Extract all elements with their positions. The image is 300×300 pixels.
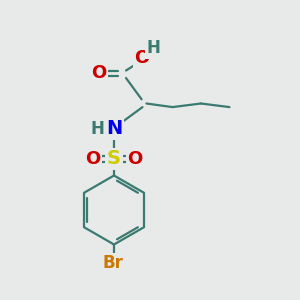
Text: S: S <box>107 149 121 169</box>
Text: O: O <box>128 150 142 168</box>
Text: N: N <box>106 119 122 139</box>
Text: H: H <box>146 39 160 57</box>
Text: O: O <box>85 150 100 168</box>
Text: Br: Br <box>102 254 123 272</box>
Text: O: O <box>134 49 149 67</box>
Text: O: O <box>92 64 106 82</box>
Text: H: H <box>91 120 104 138</box>
